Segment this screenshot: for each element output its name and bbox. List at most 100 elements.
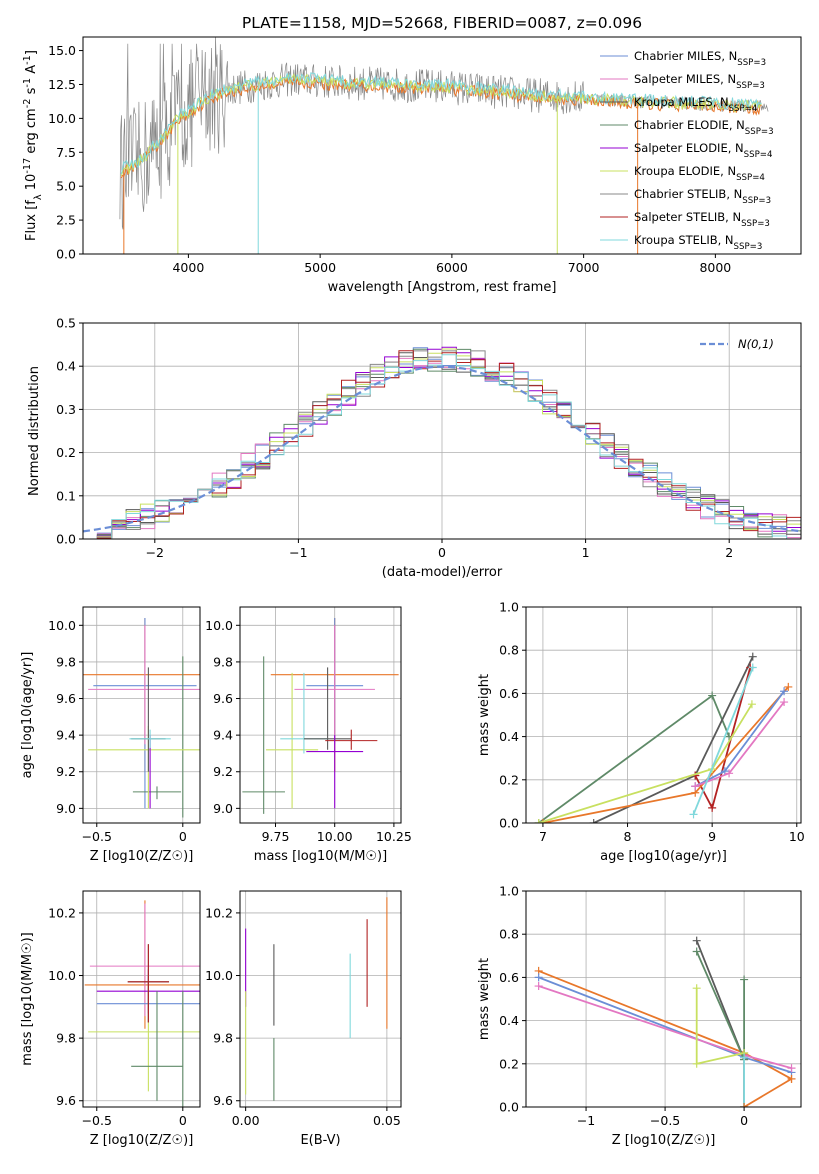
weight-series-2 [694, 667, 752, 811]
x-tick-label: 4000 [172, 260, 204, 275]
axes-frame [525, 606, 802, 824]
x-tick-label: 9 [708, 829, 716, 844]
x-tick-label: 6000 [436, 260, 468, 275]
legend-label: N(0,1) [738, 337, 774, 351]
legend-label: Salpeter ELODIE, NSSP=4 [634, 141, 772, 160]
y-tick-label: 10.0 [48, 111, 76, 126]
weight-series-7 [743, 1078, 792, 1107]
legend-label: Kroupa MILES, NSSP=4 [634, 95, 757, 114]
y-tick-label: 0.1 [56, 488, 76, 503]
weight-marker [780, 687, 789, 696]
y-tick-label: 9.4 [56, 728, 76, 743]
x-tick-label: 9.75 [262, 829, 290, 844]
y-tick-label: 15.0 [48, 43, 76, 58]
y-tick-label: 0.4 [56, 359, 76, 374]
x-axis-label: mass [log10(M/M☉)] [254, 849, 387, 864]
spectrum-model-line-2 [120, 72, 762, 175]
weight-marker [692, 1059, 701, 1068]
chart-mass-vs-ebv: 0.00 0.05 9.6 9.8 10.0 10.2 E(B-V) [205, 890, 402, 1148]
weight-marker [787, 1064, 796, 1073]
x-tick-label: 7 [539, 829, 547, 844]
chart-mass-weight-vs-age: 7 8 9 10 0.0 0.2 0.4 0.6 0.8 1.0 age [log10(age/yr… [477, 600, 805, 865]
y-axis-label: Normed distribution [27, 366, 42, 496]
chart-spectrum: Chabrier MILES, NSSP=3 Salpeter MILES, NS… [22, 36, 802, 295]
y-tick-label: 1.0 [499, 600, 519, 615]
plot-area [83, 346, 801, 539]
x-axis-label: E(B-V) [300, 1133, 340, 1148]
weight-marker [780, 698, 789, 707]
legend-label: Chabrier MILES, NSSP=3 [634, 49, 766, 68]
chart-mass-weight-vs-Z: −1 −0.5 0 0.0 0.2 0.4 0.6 0.8 1.0 Z [log10(Z/Z☉)]… [477, 884, 802, 1148]
y-tick-label: 7.5 [56, 145, 76, 160]
x-axis-label: Z [log10(Z/Z☉)] [90, 849, 194, 864]
y-axis-label: mass [log10(M/M☉)] [20, 932, 35, 1065]
x-tick-label: −2 [146, 545, 164, 560]
legend-label: Chabrier ELODIE, NSSP=3 [634, 118, 774, 137]
y-tick-label: 0.0 [499, 816, 519, 831]
y-tick-label: 10.0 [48, 968, 76, 983]
weight-marker [538, 819, 547, 823]
x-tick-label: 0 [438, 545, 446, 560]
plot-area [119, 37, 769, 254]
weight-marker [748, 652, 757, 661]
plot-area [245, 897, 388, 1101]
weight-marker [720, 767, 729, 776]
y-tick-label: 0.4 [499, 729, 519, 744]
y-tick-label: 9.8 [56, 654, 76, 669]
axes-frame [82, 890, 201, 1108]
y-tick-label: 0.3 [56, 402, 76, 417]
legend-label: Kroupa ELODIE, NSSP=4 [634, 164, 765, 183]
x-tick-label: 2 [725, 545, 733, 560]
y-tick-label: 0.6 [499, 686, 519, 701]
y-tick-label: 0.6 [499, 970, 519, 985]
y-tick-label: 10.0 [205, 968, 233, 983]
x-tick-label: 0 [179, 829, 187, 844]
y-tick-label: 0.8 [499, 643, 519, 658]
x-tick-label: −0.5 [650, 1113, 680, 1128]
y-tick-label: 9.2 [56, 764, 76, 779]
weight-marker [689, 810, 698, 819]
weight-marker [725, 769, 734, 778]
y-tick-label: 9.6 [56, 691, 76, 706]
chart-residuals: N(0,1) −2 −1 0 1 2 0.0 0.1 0.2 0.3 0.4 0.5 (data-mod… [27, 316, 802, 580]
y-tick-label: 0.0 [56, 247, 76, 262]
y-tick-label: 9.8 [213, 1031, 233, 1046]
x-tick-label: 1 [582, 545, 590, 560]
weight-series-6 [694, 701, 785, 788]
y-tick-label: 9.2 [213, 764, 233, 779]
x-tick-label: 8000 [699, 260, 731, 275]
y-axis-label: mass weight [477, 674, 492, 756]
x-tick-label: 0 [740, 1113, 748, 1128]
y-tick-label: 10.0 [48, 618, 76, 633]
legend-label: Salpeter MILES, NSSP=3 [634, 72, 765, 91]
y-tick-label: 1.0 [499, 884, 519, 899]
figure-title: PLATE=1158, MJD=52668, FIBERID=0087, z=0… [242, 14, 642, 32]
x-axis-label: Z [log10(Z/Z☉)] [612, 1133, 716, 1148]
chart-age-vs-Z: −0.5 0 9.0 9.2 9.4 9.6 9.8 10.0 Z [log10(Z/Z☉)] a… [20, 606, 201, 864]
y-tick-label: 9.8 [213, 654, 233, 669]
y-tick-label: 0.0 [499, 1100, 519, 1115]
y-tick-label: 0.4 [499, 1013, 519, 1028]
y-tick-label: 9.0 [213, 801, 233, 816]
spectrum-legend: Chabrier MILES, NSSP=3 Salpeter MILES, NS… [600, 49, 774, 252]
x-tick-label: −1 [577, 1113, 595, 1128]
x-axis-label: Z [log10(Z/Z☉)] [90, 1133, 194, 1148]
x-tick-label: 0.05 [373, 1113, 401, 1128]
y-tick-label: 9.0 [56, 801, 76, 816]
weight-marker [692, 947, 701, 956]
weight-marker [740, 1053, 749, 1062]
weight-marker [748, 663, 757, 672]
weight-marker [747, 700, 756, 709]
x-tick-label: 7000 [568, 260, 600, 275]
y-tick-label: 0.2 [56, 445, 76, 460]
weight-series-7 [692, 667, 754, 815]
y-tick-label: 2.5 [56, 213, 76, 228]
x-tick-label: 0.00 [232, 1113, 260, 1128]
plot-area [242, 617, 399, 814]
y-tick-label: 10.2 [205, 905, 233, 920]
plot-area [534, 936, 796, 1107]
y-axis-label: Flux [fλ 10-17 erg cm-2 s-1 A-1] [22, 50, 44, 241]
plot-area [534, 652, 793, 823]
weight-marker [691, 782, 700, 791]
axes-frame [82, 606, 201, 824]
